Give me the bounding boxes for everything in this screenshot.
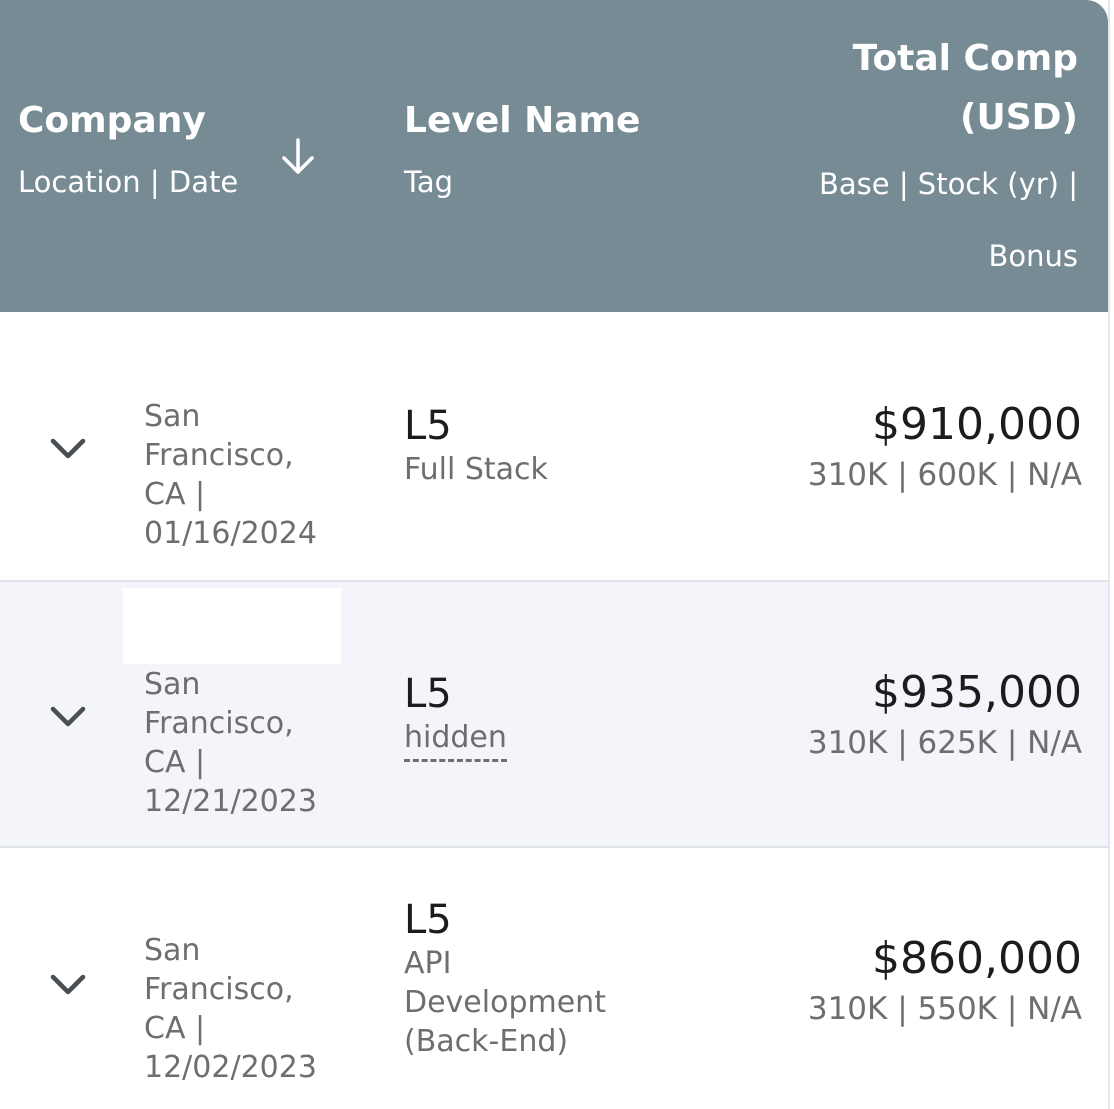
- level-tag-line: (Back-End): [404, 1024, 569, 1059]
- hidden-tag-tooltip-trigger[interactable]: hidden: [404, 718, 507, 762]
- location-line: CA |: [144, 745, 206, 780]
- chevron-down-icon[interactable]: [48, 436, 88, 462]
- table-row[interactable]: San Francisco, CA | 01/16/2024 L5 Full S…: [0, 314, 1108, 582]
- currency-header-label: (USD): [960, 97, 1078, 138]
- location-date: San Francisco, CA | 12/21/2023: [144, 665, 364, 821]
- location-line: Francisco,: [144, 972, 294, 1007]
- chevron-down-icon[interactable]: [48, 972, 88, 998]
- location-line: San: [144, 667, 201, 702]
- level-tag-line: Development: [404, 985, 606, 1020]
- date-line: 12/02/2023: [144, 1050, 317, 1085]
- level-name: L5: [404, 671, 452, 717]
- comp-breakdown: 310K | 625K | N/A: [807, 725, 1082, 761]
- date-line: 12/21/2023: [144, 784, 317, 819]
- company-column-header[interactable]: Company Location | Date: [18, 98, 238, 202]
- base-stock-header-label: Base | Stock (yr) |: [818, 167, 1078, 201]
- location-date: San Francisco, CA | 12/02/2023: [144, 931, 364, 1087]
- company-header-label: Company: [18, 100, 206, 141]
- level-name: L5: [404, 403, 452, 449]
- total-comp-value: $935,000: [872, 667, 1082, 718]
- table-header: Company Location | Date Level Name Tag T…: [0, 0, 1108, 312]
- arrow-down-icon[interactable]: [278, 136, 318, 178]
- tag-header-label: Tag: [404, 165, 454, 199]
- level-column-header[interactable]: Level Name Tag: [404, 98, 640, 202]
- total-comp-value: $860,000: [872, 933, 1082, 984]
- level-name-header-label: Level Name: [404, 100, 641, 141]
- redacted-company-name: [123, 588, 341, 664]
- date-line: 01/16/2024: [144, 516, 317, 551]
- table-row[interactable]: San Francisco, CA | 12/02/2023 L5 API De…: [0, 848, 1108, 1109]
- location-date-header-label: Location | Date: [18, 165, 239, 199]
- table-row[interactable]: San Francisco, CA | 12/21/2023 L5 hidden…: [0, 582, 1108, 848]
- bonus-header-label: Bonus: [988, 239, 1078, 273]
- location-line: San: [144, 399, 201, 434]
- location-line: San: [144, 933, 201, 968]
- total-comp-value: $910,000: [872, 399, 1082, 450]
- location-line: Francisco,: [144, 706, 294, 741]
- level-cell: L5 API Development (Back-End): [404, 896, 644, 1061]
- comp-breakdown: 310K | 550K | N/A: [807, 991, 1082, 1027]
- location-line: CA |: [144, 477, 206, 512]
- total-comp-header-label: Total Comp: [852, 38, 1078, 79]
- chevron-down-icon[interactable]: [48, 704, 88, 730]
- location-line: Francisco,: [144, 438, 294, 473]
- level-cell: L5 Full Stack: [404, 402, 644, 489]
- level-tag-line: API: [404, 946, 452, 981]
- level-tag: Full Stack: [404, 452, 548, 487]
- comp-cell: $935,000 310K | 625K | N/A: [682, 666, 1082, 766]
- location-date: San Francisco, CA | 01/16/2024: [144, 397, 364, 553]
- comp-cell: $910,000 310K | 600K | N/A: [682, 398, 1082, 498]
- comp-cell: $860,000 310K | 550K | N/A: [682, 932, 1082, 1032]
- level-name: L5: [404, 897, 452, 943]
- location-line: CA |: [144, 1011, 206, 1046]
- level-cell: L5 hidden: [404, 670, 507, 762]
- comp-breakdown: 310K | 600K | N/A: [807, 457, 1082, 493]
- total-comp-column-header[interactable]: Total Comp (USD) Base | Stock (yr) | Bon…: [698, 30, 1078, 292]
